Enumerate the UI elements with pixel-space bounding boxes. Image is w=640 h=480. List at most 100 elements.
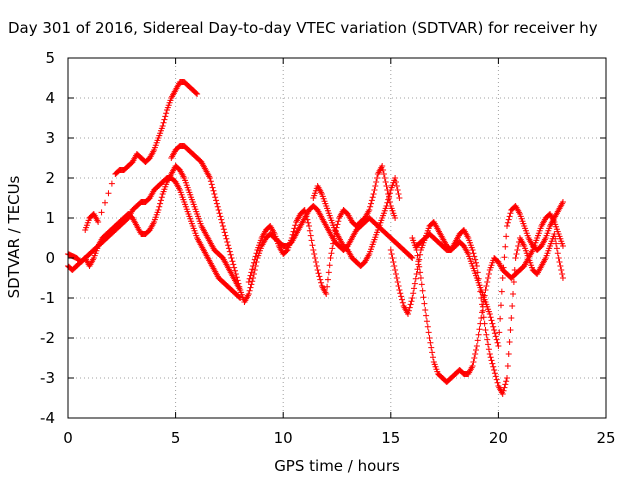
- data-point: [334, 221, 341, 228]
- data-point: [559, 199, 566, 205]
- data-point: [471, 253, 478, 260]
- data-point: [380, 167, 387, 173]
- axis-ticks: [67, 57, 607, 419]
- data-point: [473, 259, 480, 266]
- data-point: [411, 280, 418, 287]
- data-point: [397, 290, 404, 297]
- data-point: [489, 320, 496, 327]
- data-point: [313, 263, 320, 269]
- data-point: [290, 228, 297, 235]
- data-point: [162, 113, 169, 120]
- data-point: [499, 391, 506, 397]
- y-tick-label: 0: [45, 249, 55, 267]
- data-point: [228, 255, 235, 261]
- data-point: [501, 254, 508, 261]
- data-point: [212, 194, 219, 201]
- y-tick-label: 5: [45, 49, 55, 67]
- data-point: [485, 275, 492, 281]
- data-point: [246, 275, 253, 282]
- data-point: [405, 307, 412, 314]
- data-point: [395, 283, 402, 289]
- data-point: [98, 209, 105, 216]
- data-point: [247, 284, 254, 291]
- data-point: [373, 179, 380, 185]
- data-point: [408, 254, 415, 261]
- data-point: [211, 191, 218, 197]
- data-point: [227, 251, 234, 258]
- data-point: [428, 344, 435, 351]
- data-point: [480, 298, 487, 305]
- data-point: [392, 267, 399, 273]
- x-axis-label: GPS time / hours: [274, 457, 400, 475]
- data-point: [215, 207, 222, 213]
- data-point: [505, 216, 512, 223]
- data-point: [398, 296, 405, 303]
- data-point: [328, 250, 335, 257]
- data-point: [223, 235, 230, 242]
- data-point: [411, 285, 418, 292]
- data-point: [305, 219, 312, 226]
- data-point: [473, 343, 480, 349]
- data-point: [367, 203, 374, 210]
- data-point: [233, 274, 240, 281]
- data-point: [510, 279, 517, 285]
- data-point: [246, 287, 253, 294]
- data-point: [251, 267, 258, 273]
- data-point: [194, 91, 201, 97]
- data-point: [283, 247, 290, 254]
- data-point: [213, 200, 220, 207]
- y-tick-label: 3: [45, 129, 55, 147]
- data-point: [410, 290, 417, 297]
- data-points: [65, 79, 566, 397]
- data-point: [514, 247, 521, 253]
- data-point: [472, 351, 479, 357]
- data-point: [551, 231, 558, 237]
- data-point: [558, 267, 565, 273]
- data-point: [381, 175, 388, 181]
- data-point: [482, 287, 489, 293]
- data-point: [493, 376, 500, 383]
- data-point: [415, 258, 422, 265]
- data-point: [207, 178, 214, 185]
- data-point: [218, 216, 225, 223]
- data-point: [507, 327, 514, 333]
- data-point: [398, 293, 405, 300]
- data-point: [495, 343, 502, 349]
- data-point: [480, 314, 487, 321]
- data-point: [193, 90, 200, 97]
- data-point: [417, 269, 424, 276]
- y-tick-label: 1: [45, 209, 55, 227]
- data-point: [486, 351, 493, 357]
- data-point: [317, 276, 324, 283]
- data-point: [488, 357, 495, 364]
- data-point: [385, 196, 392, 203]
- data-point: [312, 259, 319, 265]
- data-point: [234, 277, 241, 284]
- x-tick-label: 15: [381, 429, 400, 447]
- data-point: [427, 339, 434, 346]
- data-point: [226, 248, 233, 255]
- data-point: [391, 263, 398, 269]
- data-point: [485, 346, 492, 353]
- data-point: [491, 327, 498, 333]
- data-point: [248, 269, 255, 276]
- data-point: [493, 336, 500, 343]
- data-point: [207, 175, 214, 181]
- data-point: [423, 318, 430, 325]
- data-point: [469, 247, 476, 253]
- x-tick-label: 25: [596, 429, 615, 447]
- x-tick-label: 20: [489, 429, 508, 447]
- data-point: [316, 273, 323, 280]
- data-point: [416, 263, 423, 270]
- data-point: [380, 171, 387, 177]
- data-point: [500, 387, 507, 394]
- data-point: [559, 243, 566, 249]
- data-point: [229, 258, 236, 265]
- data-point: [393, 275, 400, 281]
- data-point: [406, 304, 413, 311]
- data-point: [222, 232, 229, 239]
- data-point: [318, 279, 325, 286]
- data-point: [408, 298, 415, 305]
- data-point: [396, 195, 403, 201]
